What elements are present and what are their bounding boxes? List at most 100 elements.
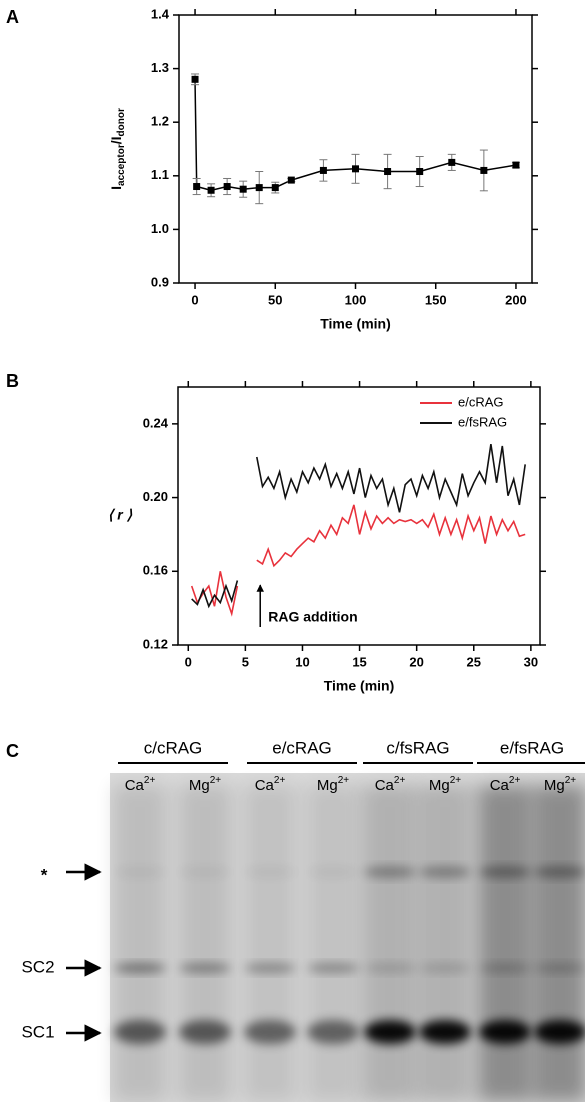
- lane-label: Ca2+: [375, 775, 406, 794]
- gel-band: [479, 1020, 531, 1044]
- gel-band: [244, 866, 296, 878]
- data-point: [480, 166, 488, 174]
- gel-marker: *: [41, 865, 48, 884]
- lane-ion: Mg: [317, 777, 338, 794]
- data-point: [384, 168, 392, 176]
- y-tick-label: 1.3: [151, 60, 169, 75]
- data-point: [207, 186, 215, 194]
- series-line: [191, 443, 526, 609]
- y-tick-label: 1.2: [151, 114, 169, 129]
- data-point: [319, 166, 327, 174]
- gel-band: [307, 963, 359, 973]
- legend-label: e/fsRAG: [458, 414, 507, 429]
- lane-charge: 2+: [338, 775, 350, 786]
- y-axis-label-part: /I: [108, 136, 124, 144]
- gel-band: [244, 1020, 296, 1044]
- gel-band: [179, 866, 231, 878]
- gel-lane: [243, 785, 297, 1102]
- lane-label: Ca2+: [490, 775, 521, 794]
- x-tick-label: 25: [467, 654, 481, 669]
- data-point: [191, 75, 199, 83]
- data-point: [223, 183, 231, 191]
- gel-band: [534, 1020, 585, 1044]
- plot-frame: [178, 14, 533, 284]
- y-axis-label-part: donor: [116, 108, 127, 136]
- lane-label: Mg2+: [544, 775, 576, 794]
- x-tick-label: 100: [345, 292, 367, 307]
- gel-band: [419, 1020, 471, 1044]
- gel-band: [364, 866, 416, 878]
- data-point: [448, 158, 456, 166]
- gel-group-label: c/cRAG: [144, 738, 203, 757]
- gel-band: [419, 963, 471, 973]
- y-tick-label: 1.1: [151, 167, 169, 182]
- x-tick-label: 0: [191, 292, 198, 307]
- gel-group-label: e/cRAG: [272, 738, 332, 757]
- x-axis-label: Time (min): [320, 316, 391, 332]
- panel-label: C: [6, 741, 19, 761]
- lane-ion: Ca: [375, 777, 395, 794]
- x-tick-label: 50: [268, 292, 282, 307]
- gel-band: [419, 866, 471, 878]
- gel-marker: SC2: [21, 957, 54, 976]
- gel-band: [114, 1020, 166, 1044]
- gel-lane: [478, 785, 532, 1102]
- y-tick-label: 1.4: [151, 6, 170, 21]
- lane-charge: 2+: [565, 775, 577, 786]
- gel-lane: [306, 785, 360, 1102]
- y-axis-label: Iacceptor/Idonor: [108, 108, 127, 190]
- x-tick-label: 15: [352, 654, 366, 669]
- lane-ion: Ca: [490, 777, 510, 794]
- gel-lane: [178, 785, 232, 1102]
- gel-lane: [113, 785, 167, 1102]
- x-tick-label: 200: [505, 292, 527, 307]
- gel-band: [179, 963, 231, 973]
- series-line: [190, 504, 526, 617]
- gel-band: [534, 963, 585, 973]
- legend-label: e/cRAG: [458, 394, 504, 409]
- data-point: [352, 165, 359, 173]
- gel-band: [114, 963, 166, 973]
- y-tick-label: 0.16: [143, 563, 168, 578]
- y-tick-label: 0.24: [143, 415, 169, 430]
- lane-charge: 2+: [450, 775, 462, 786]
- x-tick-label: 150: [425, 292, 447, 307]
- lane-charge: 2+: [144, 775, 156, 786]
- data-point: [416, 168, 424, 176]
- gel-band: [534, 866, 585, 878]
- annotation: RAG addition: [268, 609, 357, 625]
- lane-label: Ca2+: [125, 775, 156, 794]
- data-point: [255, 184, 263, 192]
- data-point: [193, 183, 201, 191]
- lane-label: Mg2+: [429, 775, 461, 794]
- x-tick-label: 30: [524, 654, 538, 669]
- panel-label: B: [6, 371, 19, 391]
- lane-label: Ca2+: [255, 775, 286, 794]
- lane-ion: Mg: [544, 777, 565, 794]
- lane-charge: 2+: [274, 775, 286, 786]
- gel-group-label: c/fsRAG: [386, 738, 449, 757]
- gel-lane: [418, 785, 472, 1102]
- y-tick-label: 0.9: [151, 274, 169, 289]
- x-tick-label: 5: [242, 654, 249, 669]
- y-axis-label-part: acceptor: [116, 144, 127, 186]
- gel-band: [479, 866, 531, 878]
- gel-band: [307, 1020, 359, 1044]
- gel-band: [179, 1020, 231, 1044]
- x-tick-label: 20: [409, 654, 423, 669]
- gel-lane: [533, 785, 585, 1102]
- data-point: [287, 176, 295, 184]
- data-point: [271, 184, 279, 192]
- lane-ion: Mg: [189, 777, 210, 794]
- lane-ion: Ca: [255, 777, 275, 794]
- y-axis-label: ⟨ r ⟩: [108, 507, 133, 523]
- gel-band: [364, 1020, 416, 1044]
- y-tick-label: 1.0: [151, 221, 169, 236]
- gel-marker: SC1: [21, 1022, 54, 1041]
- lane-ion: Mg: [429, 777, 450, 794]
- x-tick-label: 0: [185, 654, 192, 669]
- lane-label: Mg2+: [189, 775, 221, 794]
- lane-charge: 2+: [509, 775, 521, 786]
- gel-lane: [363, 785, 417, 1102]
